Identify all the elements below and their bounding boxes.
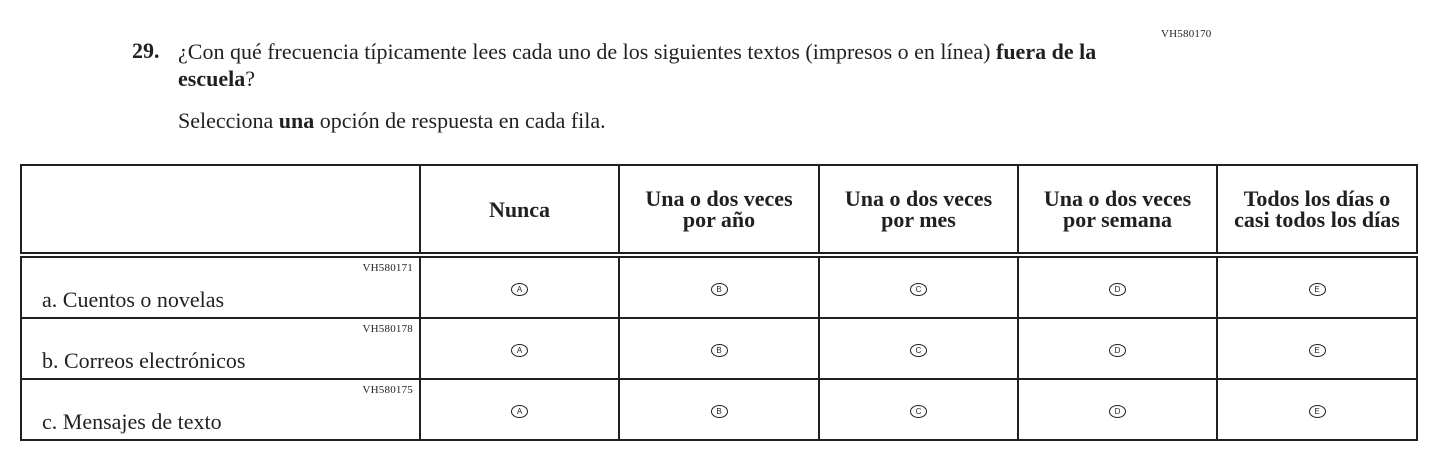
column-header: Una o dos veces por año: [618, 164, 820, 256]
instruction-start: Selecciona: [178, 108, 279, 133]
question-text-bold: fuera de la escuela: [178, 39, 1097, 91]
option-cell: C: [818, 378, 1019, 441]
option-cell: A: [419, 317, 620, 380]
option-cell: D: [1017, 317, 1218, 380]
row-code: VH580171: [362, 262, 413, 274]
row-label-cell: VH580178 b. Correos electrónicos: [20, 317, 421, 380]
column-header: Una o dos veces por semana: [1017, 164, 1218, 256]
answer-bubble-e[interactable]: E: [1308, 404, 1326, 418]
answer-bubble-d[interactable]: D: [1109, 282, 1126, 296]
option-cell: C: [818, 317, 1019, 380]
table-row: VH580171 a. Cuentos o novelas A B C D E: [20, 254, 1418, 319]
table-row: VH580178 b. Correos electrónicos A B C D E: [20, 317, 1418, 380]
column-header: Nunca: [419, 164, 620, 256]
column-header: Todos los días o casi todos los días: [1216, 164, 1418, 256]
question-text-end: ?: [245, 66, 255, 91]
question-text-start: ¿Con qué frecuencia típicamente lees cad…: [178, 39, 996, 64]
option-cell: C: [818, 254, 1019, 319]
answer-bubble-a[interactable]: A: [511, 404, 528, 418]
option-cell: B: [618, 254, 820, 319]
row-label: a. Cuentos o novelas: [42, 287, 225, 312]
instruction-bold: una: [278, 108, 315, 133]
option-cell: D: [1017, 254, 1218, 319]
header-empty: [20, 164, 421, 256]
option-cell: A: [419, 254, 620, 319]
row-code: VH580178: [362, 323, 413, 335]
answer-bubble-b[interactable]: B: [710, 404, 728, 418]
answer-bubble-a[interactable]: A: [511, 343, 528, 357]
option-cell: A: [419, 378, 620, 441]
row-label-cell: VH580175 c. Mensajes de texto: [20, 378, 421, 441]
option-cell: E: [1216, 378, 1418, 441]
answer-bubble-a[interactable]: A: [511, 282, 528, 296]
table-row: VH580175 c. Mensajes de texto A B C D E: [20, 378, 1418, 441]
answer-bubble-b[interactable]: B: [710, 282, 728, 296]
header-row: Nunca Una o dos veces por año Una o dos …: [20, 164, 1418, 256]
question-number: 29.: [132, 38, 160, 63]
option-cell: B: [618, 378, 820, 441]
option-cell: E: [1216, 254, 1418, 319]
answer-bubble-b[interactable]: B: [710, 343, 728, 357]
question-code: VH580170: [1161, 28, 1212, 40]
instruction: Selecciona una opción de respuesta en ca…: [178, 108, 606, 134]
row-label: b. Correos electrónicos: [42, 348, 246, 373]
option-cell: D: [1017, 378, 1218, 441]
answer-bubble-c[interactable]: C: [910, 404, 927, 418]
row-label-cell: VH580171 a. Cuentos o novelas: [20, 254, 421, 319]
option-cell: E: [1216, 317, 1418, 380]
answer-bubble-c[interactable]: C: [910, 282, 927, 296]
row-code: VH580175: [362, 384, 413, 396]
response-grid: Nunca Una o dos veces por año Una o dos …: [20, 164, 1418, 441]
answer-bubble-c[interactable]: C: [910, 343, 927, 357]
answer-bubble-d[interactable]: D: [1109, 343, 1126, 357]
answer-bubble-d[interactable]: D: [1109, 404, 1126, 418]
answer-bubble-e[interactable]: E: [1308, 282, 1326, 296]
instruction-end: opción de respuesta en cada fila.: [314, 108, 606, 133]
column-header: Una o dos veces por mes: [818, 164, 1019, 256]
question-text: ¿Con qué frecuencia típicamente lees cad…: [178, 38, 1108, 92]
row-label: c. Mensajes de texto: [42, 409, 222, 434]
answer-bubble-e[interactable]: E: [1308, 343, 1326, 357]
option-cell: B: [618, 317, 820, 380]
